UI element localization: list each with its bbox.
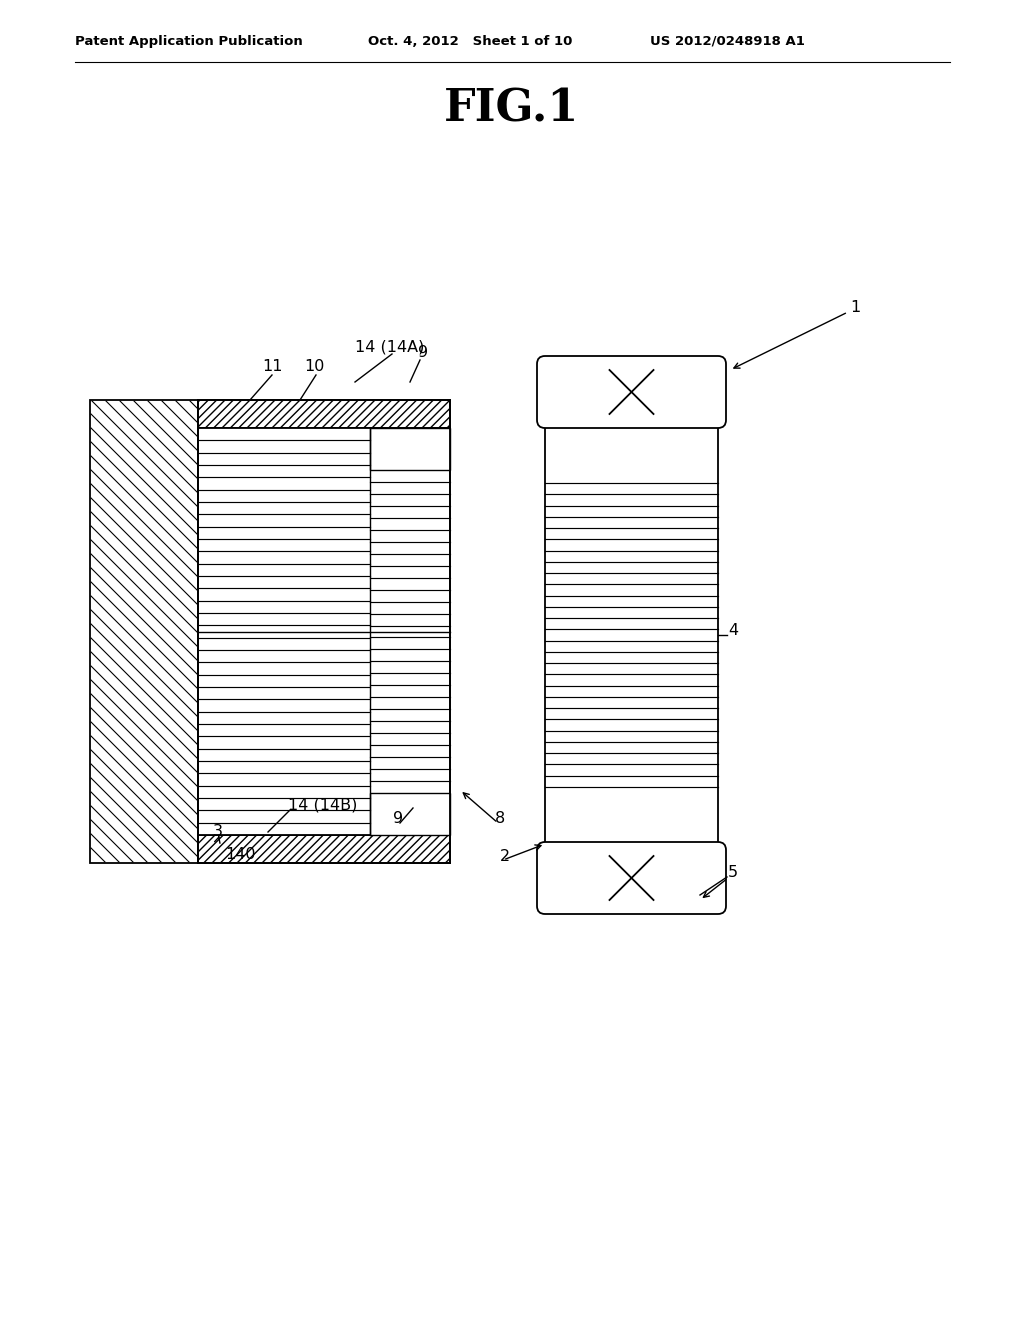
Text: 8: 8 [495, 810, 505, 826]
Polygon shape [370, 428, 450, 470]
Polygon shape [370, 793, 450, 836]
Text: 14 (14B): 14 (14B) [288, 797, 357, 812]
Text: 9: 9 [418, 345, 428, 360]
Text: 5: 5 [728, 865, 738, 880]
Text: Patent Application Publication: Patent Application Publication [75, 36, 303, 48]
Text: FIG.1: FIG.1 [444, 87, 580, 129]
Polygon shape [198, 836, 450, 863]
Polygon shape [198, 428, 450, 836]
FancyBboxPatch shape [537, 842, 726, 913]
Text: US 2012/0248918 A1: US 2012/0248918 A1 [650, 36, 805, 48]
Text: 9: 9 [393, 810, 403, 826]
Text: 140: 140 [225, 847, 256, 862]
Text: 2: 2 [500, 849, 510, 865]
Text: 4: 4 [728, 623, 738, 638]
Polygon shape [198, 400, 450, 428]
Text: 3: 3 [213, 824, 223, 840]
Text: 10: 10 [304, 359, 325, 374]
Polygon shape [545, 420, 718, 850]
FancyBboxPatch shape [537, 356, 726, 428]
Text: 11: 11 [262, 359, 283, 374]
Text: 1: 1 [850, 300, 860, 315]
Text: 14 (14A): 14 (14A) [355, 339, 424, 354]
Text: Oct. 4, 2012   Sheet 1 of 10: Oct. 4, 2012 Sheet 1 of 10 [368, 36, 572, 48]
Polygon shape [90, 400, 198, 863]
